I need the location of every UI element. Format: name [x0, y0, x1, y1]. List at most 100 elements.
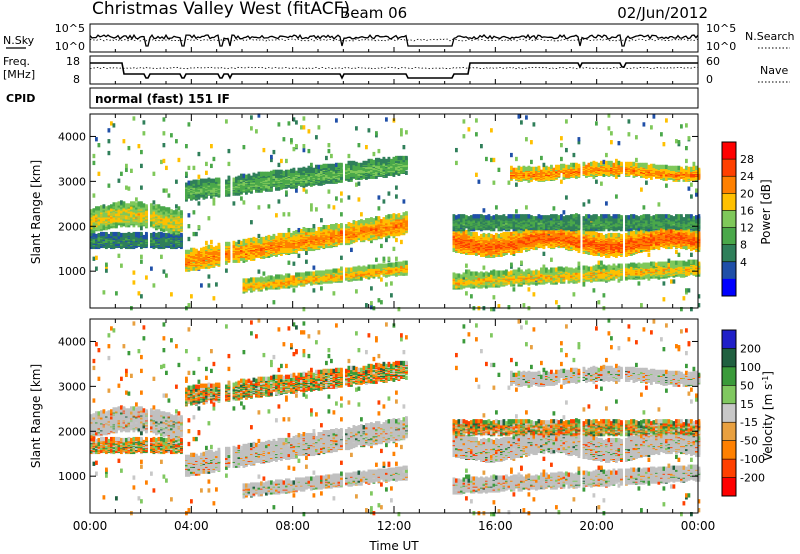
power-cell: [195, 182, 198, 187]
power-cell: [300, 228, 303, 234]
power-cell: [280, 169, 283, 174]
power-cell: [465, 263, 468, 268]
power-cell: [470, 215, 473, 220]
power-cell: [117, 178, 121, 183]
power-cell: [367, 218, 371, 223]
power-cell: [467, 269, 471, 274]
power-cell: [227, 175, 231, 180]
power-cell: [187, 122, 191, 127]
power-cell: [462, 119, 466, 124]
power-cell: [395, 261, 398, 266]
power-cell: [215, 245, 218, 251]
power-cell: [357, 270, 361, 275]
power-cell: [272, 169, 276, 174]
power-cell: [165, 232, 168, 238]
power-cell: [272, 276, 276, 281]
power-cell: [190, 294, 193, 299]
power-cell: [475, 132, 478, 137]
power-cell: [165, 165, 168, 171]
power-cell: [327, 189, 331, 194]
power-cell: [277, 122, 281, 127]
power-cell: [395, 155, 398, 161]
power-cell: [255, 173, 258, 178]
power-cell: [365, 144, 368, 150]
power-cell: [132, 206, 136, 211]
power-cell: [270, 275, 273, 280]
power-cell: [472, 271, 476, 276]
power-cell: [375, 264, 378, 269]
power-cell: [317, 270, 321, 275]
power-cell: [400, 261, 403, 266]
power-cell: [372, 264, 376, 269]
power-cell: [387, 256, 391, 261]
power-cell: [195, 231, 198, 237]
power-cell: [307, 227, 311, 233]
power-cell: [302, 272, 306, 277]
power-cell: [475, 214, 478, 219]
power-cell: [207, 274, 211, 279]
power-cell: [465, 215, 468, 220]
power-cell: [162, 188, 166, 193]
power-cell: [192, 251, 196, 256]
nsky-panel: N.Sky 10^5 10^0 10^5 10^0 N.Search: [3, 22, 795, 53]
power-cell: [270, 235, 273, 241]
nsearch-label: N.Search: [745, 30, 795, 43]
freq-unit-label: [MHz]: [3, 68, 35, 81]
power-cell: [370, 286, 373, 291]
power-cell: [167, 193, 171, 198]
power-cell: [405, 211, 408, 216]
power-cell: [167, 232, 171, 238]
power-cell: [102, 235, 106, 241]
power-cell: [300, 272, 303, 277]
power-cell: [130, 205, 133, 210]
power-cell: [300, 167, 303, 173]
power-cell: [462, 214, 466, 219]
power-cell: [277, 173, 281, 178]
power-cell: [95, 225, 98, 231]
power-cell: [327, 269, 331, 274]
power-cell: [280, 158, 283, 164]
power-cell: [100, 205, 103, 210]
power-cell: [362, 265, 366, 270]
power-cell: [347, 153, 351, 159]
power-cell: [297, 272, 301, 277]
power-cell: [287, 212, 291, 217]
power-cell: [162, 232, 166, 238]
power-cell: [470, 271, 473, 276]
power-cell: [370, 217, 373, 222]
power-cell: [455, 147, 458, 153]
power-cell: [115, 231, 118, 237]
power-cell: [405, 170, 408, 175]
power-cell: [327, 163, 331, 169]
freq-tick-top: 18: [66, 55, 80, 68]
power-cell: [272, 149, 276, 155]
power-cell: [232, 177, 236, 182]
power-cell: [200, 283, 203, 288]
power-cell: [380, 219, 383, 224]
power-cell: [305, 227, 308, 233]
power-cell: [150, 232, 153, 238]
power-cell: [160, 159, 163, 165]
power-cell: [382, 256, 386, 261]
power-cell: [370, 264, 373, 269]
power-cell: [340, 162, 343, 168]
power-cell: [330, 269, 333, 274]
power-cell: [465, 229, 468, 235]
power-cell: [295, 229, 298, 235]
power-cell: [307, 148, 311, 154]
power-cell: [142, 120, 146, 125]
power-cell: [127, 186, 131, 191]
power-cell: [332, 163, 336, 169]
power-cell: [305, 189, 308, 194]
power-cell: [105, 262, 108, 267]
power-cell: [197, 179, 201, 184]
power-cell: [372, 218, 376, 223]
power-cell: [157, 204, 161, 209]
power-cell: [242, 144, 246, 150]
power-cell: [132, 116, 136, 121]
power-cell: [287, 260, 291, 265]
power-cell: [187, 236, 191, 242]
power-cell: [105, 268, 108, 273]
power-cell: [455, 273, 458, 278]
power-cell: [310, 182, 313, 187]
